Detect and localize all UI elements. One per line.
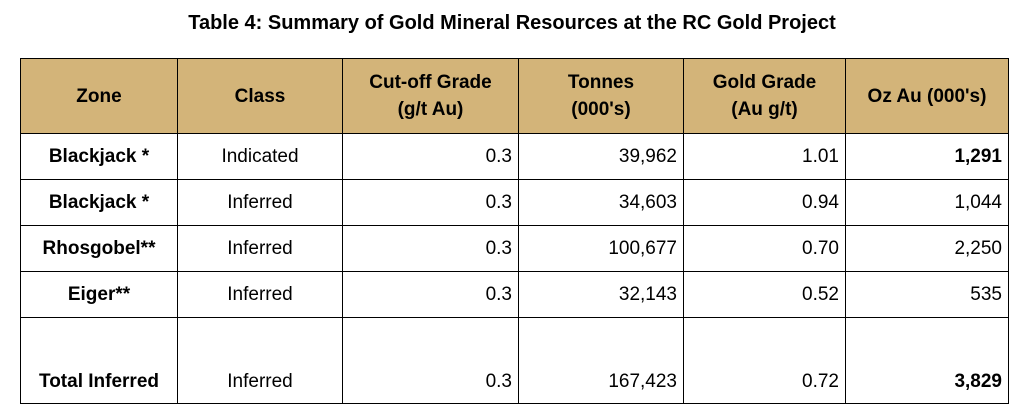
column-header: Class — [177, 58, 343, 134]
table-cell: 32,143 — [518, 271, 684, 318]
table-cell: Inferred — [177, 179, 343, 226]
column-header: Gold Grade (Au g/t) — [683, 58, 846, 134]
table-title: Table 4: Summary of Gold Mineral Resourc… — [188, 12, 836, 34]
table-cell: 34,603 — [518, 179, 684, 226]
table-cell: 1.01 — [683, 133, 846, 180]
table-cell: 0.94 — [683, 179, 846, 226]
table-cell: 0.3 — [342, 133, 519, 180]
zone-cell: Total Inferred — [20, 317, 178, 404]
table-cell: Inferred — [177, 317, 343, 404]
table-cell: 0.3 — [342, 317, 519, 404]
total-row: Total Inferred Inferred 0.3 167,423 0.72 3,82… — [20, 317, 1009, 404]
table-cell: 0.72 — [683, 317, 846, 404]
table-cell: 100,677 — [518, 225, 684, 272]
table-cell: Inferred — [177, 225, 343, 272]
zone-cell: Blackjack * — [20, 133, 178, 180]
table-cell: 1,291 — [845, 133, 1009, 180]
table-cell: 0.3 — [342, 271, 519, 318]
column-header: Cut-off Grade (g/t Au) — [342, 58, 519, 134]
table-cell: 1,044 — [845, 179, 1009, 226]
table-head: Zone Class Cut-off Grade (g/t Au) Tonnes (0… — [20, 58, 1009, 134]
table-body: Blackjack * Indicated 0.3 39,962 1.01 1,291 Bl… — [20, 133, 1009, 404]
table-cell: 39,962 — [518, 133, 684, 180]
data-row: Blackjack * Inferred 0.3 34,603 0.94 1,044 — [20, 179, 1009, 226]
column-header: Oz Au (000's) — [845, 58, 1009, 134]
table-cell: 0.70 — [683, 225, 846, 272]
table-cell: Inferred — [177, 271, 343, 318]
zone-cell: Eiger** — [20, 271, 178, 318]
table-cell: 535 — [845, 271, 1009, 318]
resource-table: Zone Class Cut-off Grade (g/t Au) Tonnes (0… — [20, 58, 1009, 404]
table-cell: Indicated — [177, 133, 343, 180]
zone-cell: Blackjack * — [20, 179, 178, 226]
column-header: Zone — [20, 58, 178, 134]
table-cell: 3,829 — [845, 317, 1009, 404]
column-header: Tonnes (000's) — [518, 58, 684, 134]
data-row: Rhosgobel** Inferred 0.3 100,677 0.70 2,250 — [20, 225, 1009, 272]
data-row: Eiger** Inferred 0.3 32,143 0.52 535 — [20, 271, 1009, 318]
table-cell: 0.3 — [342, 225, 519, 272]
zone-cell: Rhosgobel** — [20, 225, 178, 272]
header-row: Zone Class Cut-off Grade (g/t Au) Tonnes (0… — [20, 58, 1009, 134]
table-cell: 0.52 — [683, 271, 846, 318]
table-cell: 2,250 — [845, 225, 1009, 272]
table-cell: 167,423 — [518, 317, 684, 404]
data-row: Blackjack * Indicated 0.3 39,962 1.01 1,291 — [20, 133, 1009, 180]
table-cell: 0.3 — [342, 179, 519, 226]
